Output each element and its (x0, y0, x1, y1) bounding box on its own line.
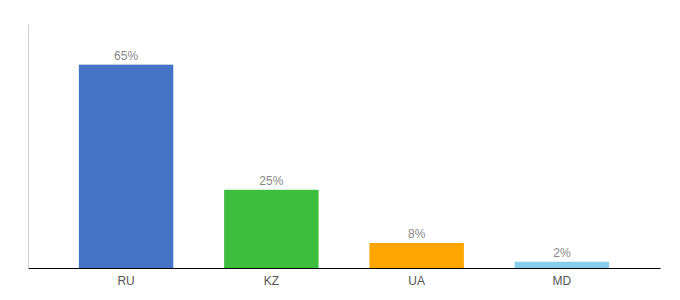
x-tick: KZ (264, 274, 279, 288)
x-axis-line (29, 268, 661, 269)
y-axis-line (28, 25, 29, 269)
x-tick-label: MD (553, 274, 572, 288)
x-tick: MD (553, 274, 572, 288)
chart: RU KZ UA MD 65% 25% 8% 2% (0, 0, 680, 300)
x-tick-label: RU (117, 274, 134, 288)
bar (79, 65, 173, 268)
bar (224, 190, 318, 268)
data-labels: 65% 25% 8% 2% (114, 49, 571, 260)
x-tick-label: KZ (264, 274, 279, 288)
data-label: 65% (114, 49, 138, 63)
data-label: 25% (259, 174, 283, 188)
x-tick: UA (408, 274, 425, 288)
data-label: 8% (408, 227, 426, 241)
x-tick-label: UA (408, 274, 425, 288)
bar (369, 243, 463, 268)
bar (515, 262, 609, 268)
bars (79, 65, 609, 268)
y-axis (28, 25, 29, 269)
data-label: 2% (553, 246, 571, 260)
x-tick: RU (117, 274, 134, 288)
x-axis: RU KZ UA MD (29, 269, 661, 288)
plot: RU KZ UA MD 65% 25% 8% 2% (29, 25, 661, 288)
